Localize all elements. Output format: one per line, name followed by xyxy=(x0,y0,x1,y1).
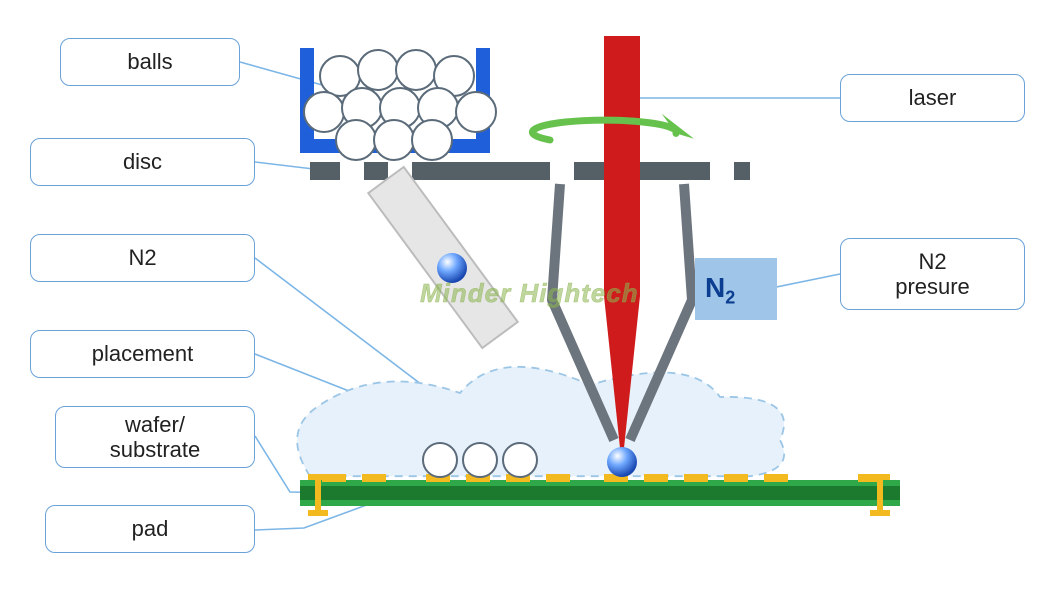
watermark: Minder Hightech xyxy=(420,278,639,309)
label-disc: disc xyxy=(30,138,255,186)
label-pad: pad xyxy=(45,505,255,553)
label-laser: laser xyxy=(840,74,1025,122)
n2-box-label: N2 xyxy=(705,272,735,309)
label-n2pressure: N2 presure xyxy=(840,238,1025,310)
ball-hopper xyxy=(300,48,496,160)
disc-bar xyxy=(310,162,750,180)
ball-chute xyxy=(368,167,517,348)
label-balls: balls xyxy=(60,38,240,86)
label-placement: placement xyxy=(30,330,255,378)
n2-gas-cloud xyxy=(297,367,784,476)
wafer-substrate xyxy=(300,480,900,506)
label-wafer: wafer/ substrate xyxy=(55,406,255,468)
label-n2: N2 xyxy=(30,234,255,282)
